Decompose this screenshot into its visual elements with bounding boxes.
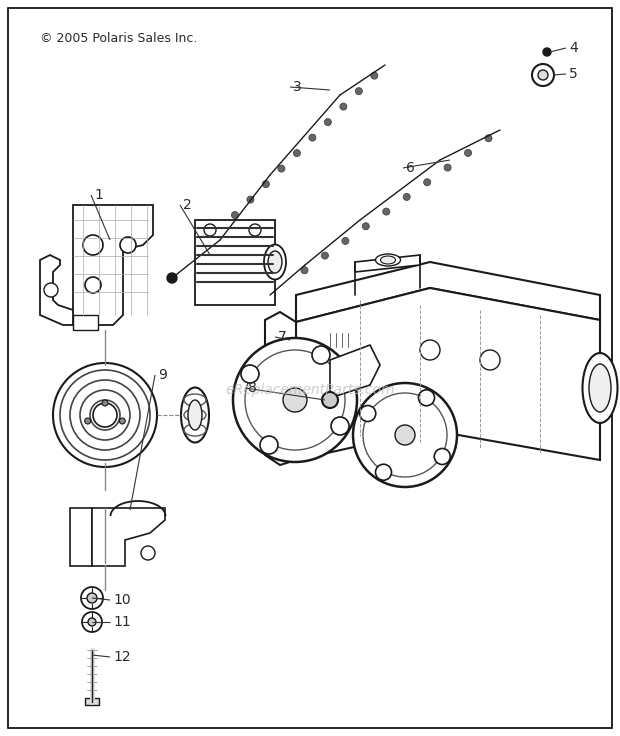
Circle shape: [340, 103, 347, 110]
Circle shape: [233, 338, 357, 462]
Ellipse shape: [268, 251, 282, 273]
Circle shape: [420, 340, 440, 360]
Circle shape: [383, 208, 390, 215]
Polygon shape: [73, 205, 153, 325]
Text: 10: 10: [113, 593, 131, 607]
Circle shape: [363, 393, 447, 477]
Circle shape: [119, 418, 125, 424]
Circle shape: [464, 149, 472, 157]
Circle shape: [90, 400, 120, 430]
Text: 1: 1: [94, 188, 103, 202]
Circle shape: [331, 417, 349, 435]
Circle shape: [360, 406, 376, 422]
Circle shape: [301, 266, 308, 274]
Circle shape: [480, 350, 500, 370]
Text: 8: 8: [248, 381, 257, 395]
Text: © 2005 Polaris Sales Inc.: © 2005 Polaris Sales Inc.: [40, 32, 197, 44]
Circle shape: [44, 283, 58, 297]
Circle shape: [423, 179, 431, 185]
Polygon shape: [92, 508, 165, 566]
Circle shape: [88, 618, 96, 626]
Text: 11: 11: [113, 615, 131, 629]
Ellipse shape: [381, 256, 396, 264]
Circle shape: [418, 390, 435, 406]
Ellipse shape: [188, 400, 202, 430]
Circle shape: [538, 70, 548, 80]
Text: 4: 4: [569, 41, 578, 55]
Ellipse shape: [589, 364, 611, 412]
Polygon shape: [296, 262, 600, 322]
Circle shape: [285, 332, 301, 348]
Circle shape: [85, 418, 91, 424]
Circle shape: [371, 72, 378, 79]
Polygon shape: [195, 220, 275, 305]
Polygon shape: [73, 315, 98, 330]
Circle shape: [167, 273, 177, 283]
Circle shape: [362, 223, 370, 230]
Ellipse shape: [583, 353, 618, 423]
Polygon shape: [296, 288, 600, 460]
Circle shape: [216, 227, 223, 234]
Polygon shape: [70, 508, 92, 566]
Polygon shape: [355, 255, 420, 272]
Polygon shape: [40, 255, 73, 325]
Circle shape: [403, 194, 410, 200]
Circle shape: [53, 363, 157, 467]
Circle shape: [309, 134, 316, 141]
Circle shape: [231, 211, 239, 219]
Circle shape: [321, 252, 329, 259]
Text: 12: 12: [113, 650, 131, 664]
Circle shape: [204, 224, 216, 236]
Circle shape: [265, 290, 275, 300]
Circle shape: [278, 165, 285, 172]
Circle shape: [260, 436, 278, 454]
Circle shape: [355, 88, 362, 95]
Circle shape: [293, 149, 301, 157]
Ellipse shape: [181, 387, 209, 442]
Circle shape: [312, 346, 330, 364]
Circle shape: [93, 403, 117, 427]
Circle shape: [283, 388, 307, 412]
Polygon shape: [330, 345, 380, 398]
Circle shape: [85, 277, 101, 293]
Circle shape: [245, 350, 345, 450]
Circle shape: [543, 48, 551, 56]
Circle shape: [532, 64, 554, 86]
Text: 7: 7: [278, 330, 286, 344]
Circle shape: [83, 235, 103, 255]
Text: 5: 5: [569, 67, 578, 81]
Circle shape: [322, 392, 338, 408]
Ellipse shape: [264, 244, 286, 280]
Circle shape: [376, 464, 391, 480]
Circle shape: [87, 593, 97, 603]
Polygon shape: [265, 312, 296, 465]
Polygon shape: [290, 332, 355, 348]
Circle shape: [249, 224, 261, 236]
Circle shape: [82, 612, 102, 632]
Circle shape: [342, 238, 349, 244]
Circle shape: [353, 383, 457, 487]
Circle shape: [200, 243, 208, 250]
Circle shape: [324, 118, 331, 126]
Circle shape: [81, 587, 103, 609]
Circle shape: [241, 365, 259, 383]
Circle shape: [347, 332, 363, 348]
Circle shape: [434, 448, 450, 464]
Circle shape: [395, 425, 415, 445]
Text: 3: 3: [293, 80, 302, 94]
Text: 9: 9: [158, 368, 167, 382]
Text: eReplacementParts.com: eReplacementParts.com: [225, 383, 395, 397]
Text: 6: 6: [406, 161, 415, 175]
Polygon shape: [85, 698, 99, 705]
Ellipse shape: [376, 254, 401, 266]
Circle shape: [485, 135, 492, 142]
Circle shape: [444, 164, 451, 171]
Circle shape: [262, 180, 270, 188]
Circle shape: [102, 400, 108, 406]
Text: 2: 2: [183, 198, 192, 212]
Circle shape: [247, 196, 254, 203]
Circle shape: [141, 546, 155, 560]
Circle shape: [120, 237, 136, 253]
